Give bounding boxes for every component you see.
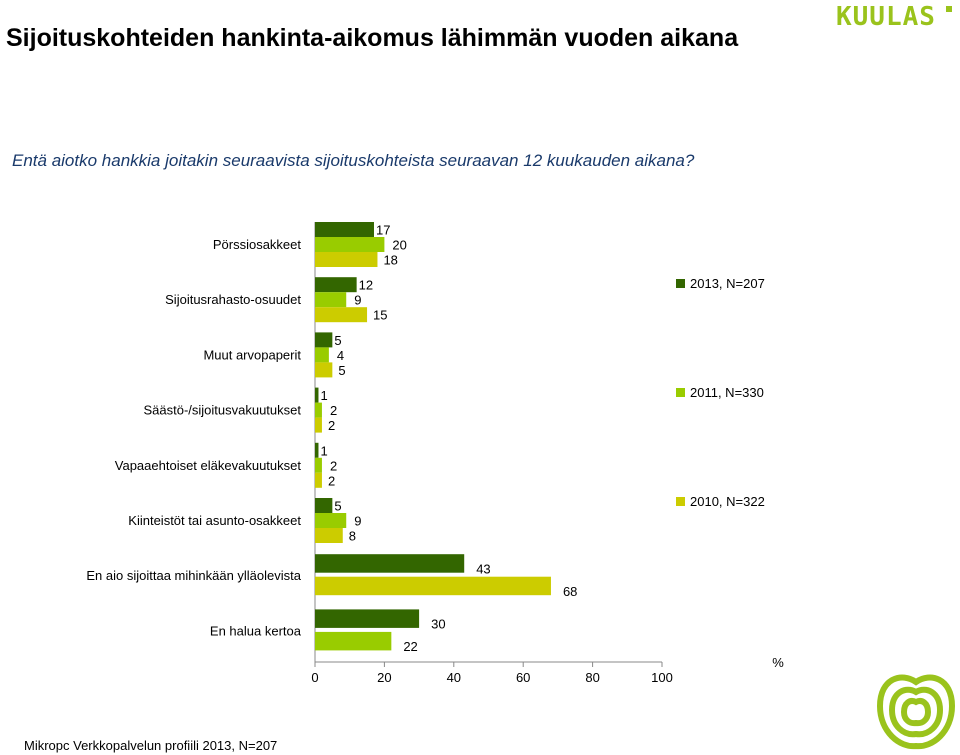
x-tick-label: 100: [651, 670, 673, 685]
logo-text: KUULAS: [836, 2, 936, 32]
data-label: 17: [376, 223, 390, 238]
x-tick-label: 40: [447, 670, 461, 685]
bar: [315, 576, 551, 596]
data-label: 12: [359, 278, 373, 293]
bar: [315, 332, 333, 348]
category-label: En halua kertoa: [210, 623, 302, 638]
bar: [315, 387, 319, 403]
bar: [315, 237, 385, 252]
category-label: Muut arvopaperit: [203, 347, 301, 362]
page-title: Sijoituskohteiden hankinta-aikomus lähim…: [6, 24, 739, 52]
bar: [315, 417, 322, 433]
legend-swatch: [676, 497, 685, 506]
bar: [315, 277, 357, 293]
data-label: 18: [383, 253, 397, 268]
bar: [315, 457, 322, 473]
data-label: 9: [354, 514, 361, 529]
data-label: 1: [320, 443, 327, 458]
legend-label: 2010, N=322: [690, 494, 765, 509]
data-label: 5: [338, 363, 345, 378]
category-label: Vapaaehtoiset eläkevakuutukset: [115, 458, 302, 473]
data-label: 43: [476, 561, 490, 576]
x-tick-label: 0: [311, 670, 318, 685]
logo-dot: [946, 6, 952, 12]
bar: [315, 498, 333, 513]
data-label: 2: [330, 403, 337, 418]
bar: [315, 402, 322, 418]
bar: [315, 222, 374, 237]
bar: [315, 472, 322, 488]
x-tick-label: 80: [585, 670, 599, 685]
bar: [315, 252, 378, 267]
data-label: 2: [328, 418, 335, 433]
data-label: 8: [349, 529, 356, 544]
x-axis-label: %: [772, 655, 784, 670]
bar: [315, 513, 347, 528]
data-label: 2: [328, 473, 335, 488]
data-label: 15: [373, 308, 387, 323]
data-label: 68: [563, 584, 577, 599]
source-footnote: Mikropc Verkkopalvelun profiili 2013, N=…: [24, 738, 278, 753]
apple-logo-icon: [876, 674, 956, 750]
legend-swatch: [676, 388, 685, 397]
question-text: Entä aiotko hankkia joitakin seuraavista…: [12, 151, 695, 170]
data-label: 5: [334, 499, 341, 514]
category-label: Pörssiosakkeet: [213, 237, 302, 252]
legend-label: 2013, N=207: [690, 276, 765, 291]
bar: [315, 609, 420, 628]
legend-swatch: [676, 279, 685, 288]
bar: [315, 307, 368, 323]
x-tick-label: 20: [377, 670, 391, 685]
data-label: 2: [330, 458, 337, 473]
data-label: 5: [334, 333, 341, 348]
bar: [315, 631, 392, 651]
data-label: 20: [392, 238, 406, 253]
data-label: 4: [337, 348, 344, 363]
data-label: 9: [354, 293, 361, 308]
category-label: Sijoitusrahasto-osuudet: [165, 292, 301, 307]
data-label: 30: [431, 617, 445, 632]
bar: [315, 347, 329, 363]
category-label: Kiinteistöt tai asunto-osakkeet: [128, 513, 301, 528]
bar: [315, 362, 333, 378]
x-tick-label: 60: [516, 670, 530, 685]
data-label: 22: [403, 639, 417, 654]
data-label: 1: [320, 388, 327, 403]
category-label: En aio sijoittaa mihinkään ylläolevista: [86, 568, 301, 583]
bar: [315, 292, 347, 308]
bar: [315, 554, 465, 573]
bar: [315, 528, 343, 543]
category-label: Säästö-/sijoitusvakuutukset: [143, 403, 301, 418]
kuulas-logo: KUULAS: [836, 2, 960, 32]
bar: [315, 442, 319, 458]
legend-label: 2011, N=330: [690, 385, 764, 400]
